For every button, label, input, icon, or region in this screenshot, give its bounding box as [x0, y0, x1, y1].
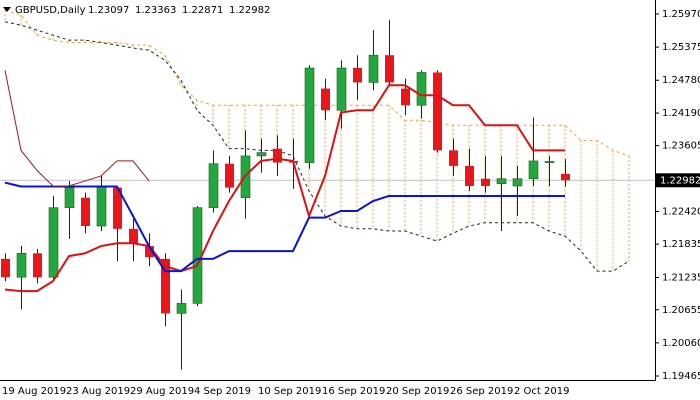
- y-tick-label: 1.25970: [662, 9, 700, 20]
- bear-candle: [465, 165, 474, 186]
- header-low: 1.22871: [182, 5, 223, 16]
- y-tick-label: 1.20060: [662, 338, 700, 349]
- bull-candle: [208, 163, 219, 208]
- y-tick-label: 1.23605: [662, 141, 700, 152]
- bull-candle: [512, 178, 523, 187]
- bull-candle: [192, 207, 203, 304]
- last-price-box: [656, 173, 700, 188]
- bear-candle: [449, 150, 458, 166]
- bear-candle: [33, 253, 42, 278]
- bull-candle: [256, 152, 267, 157]
- bull-candle: [48, 207, 59, 278]
- x-tick-label: 4 Sep 2019: [194, 386, 251, 397]
- bear-candle: [129, 228, 138, 244]
- bull-candle: [496, 178, 507, 185]
- plot-area: [0, 9, 655, 370]
- indicator-line: [4, 181, 565, 273]
- bear-candle: [113, 187, 122, 229]
- header-high: 1.23363: [135, 5, 176, 16]
- indicator-line: [4, 70, 150, 187]
- y-tick-label: 1.25375: [662, 42, 700, 53]
- x-tick-label: 23 Aug 2019: [66, 386, 130, 397]
- bull-candle: [64, 187, 75, 208]
- y-tick-label: 1.19465: [662, 371, 700, 382]
- bear-candle: [1, 258, 10, 278]
- x-tick-label: 2 Oct 2019: [514, 386, 569, 397]
- bull-candle: [176, 303, 187, 314]
- x-tick-label: 10 Sep 2019: [258, 386, 321, 397]
- bull-candle: [16, 252, 27, 278]
- bull-candle: [544, 161, 555, 163]
- x-tick-label: 19 Aug 2019: [2, 386, 66, 397]
- bear-candle: [561, 173, 570, 181]
- bear-candle: [273, 148, 282, 163]
- x-tick-label: 16 Sep 2019: [322, 386, 385, 397]
- last-price-label: 1.22982: [660, 175, 700, 186]
- cloud-span-b: [4, 21, 630, 272]
- y-tick-label: 1.22420: [662, 207, 700, 218]
- y-tick-label: 1.24190: [662, 108, 700, 119]
- cloud-span-a: [4, 9, 630, 157]
- x-tick-label: 20 Sep 2019: [386, 386, 449, 397]
- bull-candle: [336, 67, 347, 111]
- header-close: 1.22982: [229, 5, 270, 16]
- bear-candle: [481, 178, 490, 186]
- y-tick-label: 1.20655: [662, 305, 700, 316]
- symbol-label: GBPUSD,Daily: [15, 5, 86, 16]
- bear-candle: [225, 163, 234, 188]
- bull-candle: [96, 185, 107, 227]
- x-tick-label: 26 Sep 2019: [450, 386, 513, 397]
- y-tick-label: 1.24780: [662, 75, 700, 86]
- indicator-line: [4, 84, 565, 293]
- collapse-icon[interactable]: [3, 7, 11, 12]
- bear-candle: [401, 88, 410, 106]
- bear-candle: [433, 72, 442, 151]
- bear-candle: [81, 197, 90, 227]
- bear-candle: [385, 55, 394, 83]
- bull-candle: [368, 54, 379, 83]
- header-open: 1.23097: [88, 5, 129, 16]
- bear-candle: [145, 246, 154, 258]
- y-tick-label: 1.21835: [662, 239, 700, 250]
- x-tick-label: 29 Aug 2019: [130, 386, 194, 397]
- bear-candle: [353, 67, 362, 83]
- bull-candle: [528, 160, 539, 180]
- bear-candle: [161, 258, 170, 314]
- bear-candle: [321, 88, 330, 111]
- y-tick-label: 1.21235: [662, 273, 700, 284]
- bull-candle: [416, 72, 427, 106]
- bull-candle: [304, 67, 315, 163]
